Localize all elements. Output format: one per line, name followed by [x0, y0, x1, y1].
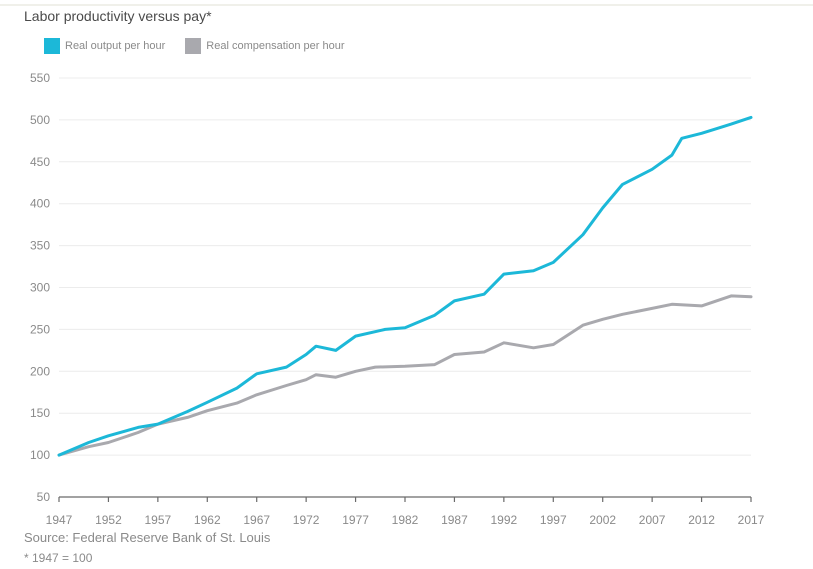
y-tick-label: 350 — [30, 239, 50, 253]
legend-label-output: Real output per hour — [65, 40, 166, 52]
legend-swatch-output — [44, 38, 60, 54]
y-tick-label: 450 — [30, 155, 50, 169]
x-tick-label: 1952 — [95, 513, 122, 527]
x-tick-label: 1987 — [441, 513, 468, 527]
chart-title: Labor productivity versus pay* — [24, 8, 212, 24]
y-tick-label: 400 — [30, 197, 50, 211]
x-tick-label: 1982 — [392, 513, 419, 527]
y-tick-label: 150 — [30, 406, 50, 420]
y-tick-label: 500 — [30, 113, 50, 127]
x-tick-label: 1972 — [293, 513, 320, 527]
series-line-compensation — [57, 294, 753, 457]
legend-item-compensation: Real compensation per hour — [185, 38, 345, 54]
legend-swatch-compensation — [185, 38, 202, 54]
y-tick-label: 200 — [30, 364, 50, 378]
top-border — [0, 4, 813, 6]
y-tick-label: 50 — [37, 490, 51, 504]
x-tick-label: 2012 — [688, 513, 715, 527]
x-tick-label: 1977 — [342, 513, 369, 527]
legend-item-output: Real output per hour — [44, 38, 165, 54]
footnote: * 1947 = 100 — [24, 551, 93, 565]
x-tick-label: 2002 — [589, 513, 616, 527]
x-tick-label: 1947 — [46, 513, 73, 527]
x-tick-label: 1957 — [145, 513, 172, 527]
y-tick-label: 300 — [30, 281, 50, 295]
x-tick-label: 1997 — [540, 513, 567, 527]
y-tick-label: 100 — [30, 448, 50, 462]
y-tick-label: 550 — [30, 71, 50, 85]
x-tick-label: 2007 — [639, 513, 666, 527]
legend-label-compensation: Real compensation per hour — [206, 40, 345, 52]
x-tick-label: 2017 — [738, 513, 765, 527]
y-tick-label: 250 — [30, 322, 50, 336]
x-tick-label: 1962 — [194, 513, 221, 527]
x-tick-label: 1992 — [491, 513, 518, 527]
x-tick-label: 1967 — [243, 513, 270, 527]
legend: Real output per hour Real compensation p… — [44, 38, 365, 54]
series-line-output — [57, 115, 753, 457]
source-note: Source: Federal Reserve Bank of St. Loui… — [24, 530, 271, 545]
